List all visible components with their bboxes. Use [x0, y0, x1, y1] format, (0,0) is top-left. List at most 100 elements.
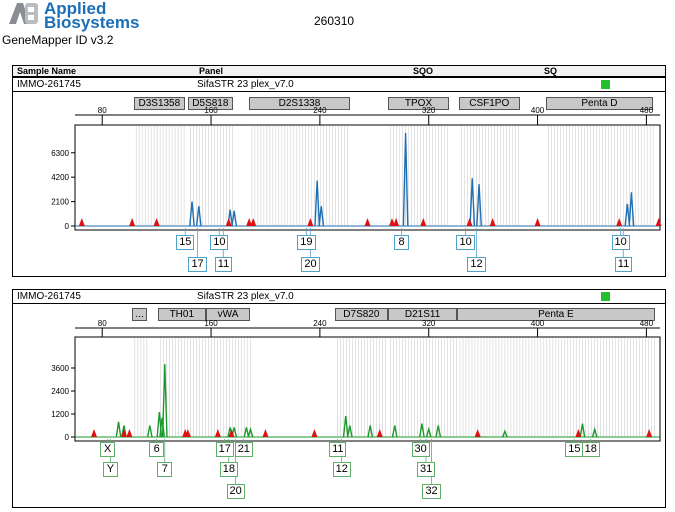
app-title: GeneMapper ID v3.2	[2, 33, 114, 47]
peak	[591, 426, 598, 438]
peak	[195, 206, 202, 227]
marker-triangle	[364, 218, 371, 226]
green-dye-plot: 80 160 240 320 400 480 0 1200 2400 3600	[51, 319, 661, 484]
peak	[342, 415, 349, 438]
y-tick-label: 2400	[51, 387, 69, 396]
electropherogram-panel-green: IMMO-261745 SifaSTR 23 plex_v7.0 ... TH01…	[12, 289, 666, 508]
locus-vwa: vWA	[205, 308, 251, 321]
marker-triangle	[489, 218, 496, 226]
x-tick-label: 400	[531, 106, 545, 115]
allele-label: 12	[332, 462, 351, 477]
peak	[502, 429, 508, 438]
peak	[624, 203, 631, 227]
peak	[161, 364, 168, 438]
peak	[231, 210, 238, 227]
x-tick-label: 160	[204, 319, 218, 328]
marker-triangle	[311, 429, 318, 437]
locus-d3s1358: D3S1358	[133, 97, 186, 110]
marker-triangle	[129, 218, 136, 226]
col-panel: Panel	[199, 66, 224, 76]
locus-csf1po: CSF1PO	[458, 97, 520, 110]
panel-name: SifaSTR 23 plex_v7.0	[197, 291, 294, 302]
y-tick-label: 0	[65, 433, 70, 442]
allele-label: 11	[614, 257, 633, 272]
allele-label: 10	[210, 235, 229, 250]
allele-label: 12	[467, 257, 486, 272]
marker-triangle	[153, 218, 160, 226]
marker-triangle	[126, 429, 133, 437]
run-id: 260310	[314, 14, 355, 28]
peak	[314, 180, 321, 227]
applied-biosystems-logo-icon	[9, 3, 38, 24]
peak	[318, 206, 325, 227]
allele-label: X	[100, 442, 116, 457]
allele-label: 30	[411, 442, 430, 457]
allele-label: Y	[102, 462, 118, 477]
marker-triangle	[120, 429, 127, 437]
allele-label: 31	[417, 462, 436, 477]
allele-label: 8	[394, 235, 409, 250]
marker-triangle	[262, 429, 269, 437]
x-tick-label: 400	[531, 319, 545, 328]
peak	[346, 425, 353, 438]
col-sq: SQ	[544, 66, 558, 76]
locus-more-button[interactable]: ...	[132, 308, 148, 321]
allele-label: 20	[301, 257, 320, 272]
allele-label: 18	[581, 442, 600, 457]
marker-triangle	[420, 218, 427, 226]
electropherogram-panel-blue: IMMO-261745 SifaSTR 23 plex_v7.0 D3S1358…	[12, 77, 666, 277]
marker-triangle	[246, 218, 253, 226]
panel-header: IMMO-261745 SifaSTR 23 plex_v7.0	[13, 78, 665, 92]
allele-label: 19	[297, 235, 316, 250]
marker-triangle	[393, 218, 400, 226]
brand-line-1: Applied	[44, 0, 107, 18]
column-header-bar: Sample Name Panel SQO SQ	[12, 65, 666, 77]
x-tick-label: 240	[313, 106, 327, 115]
blue-dye-plot: 80 160 240 320 400 480 0 2100 4200 6300	[51, 106, 662, 257]
y-tick-label: 0	[65, 222, 70, 231]
x-tick-label: 80	[98, 319, 107, 328]
allele-label: 7	[157, 462, 173, 477]
peak	[469, 178, 476, 227]
marker-triangle	[376, 429, 383, 437]
locus-d7s820: D7S820	[334, 308, 388, 321]
x-tick-label: 240	[313, 319, 327, 328]
allele-label: 21	[234, 442, 253, 457]
marker-triangle	[646, 429, 653, 437]
x-tick-label: 480	[640, 319, 654, 328]
marker-triangle	[225, 218, 232, 226]
sq-status-icon	[601, 80, 610, 89]
panel-header: IMMO-261745 SifaSTR 23 plex_v7.0	[13, 290, 665, 304]
panel-name: SifaSTR 23 plex_v7.0	[197, 79, 294, 90]
x-tick-label: 480	[640, 106, 654, 115]
col-sqo: SQO	[413, 66, 434, 76]
marker-triangle	[466, 218, 473, 226]
peak	[425, 426, 432, 438]
marker-triangle	[575, 429, 582, 437]
marker-triangle	[228, 429, 235, 437]
marker-triangle	[655, 218, 662, 226]
allele-label: 11	[214, 257, 233, 272]
sq-status-icon	[601, 292, 610, 301]
locus-d21s11: D21S11	[387, 308, 458, 321]
sample-name: IMMO-261745	[17, 291, 81, 302]
marker-triangle	[91, 429, 98, 437]
allele-label: 10	[611, 235, 630, 250]
peak	[579, 423, 586, 438]
peak	[391, 425, 398, 438]
peak	[146, 425, 153, 438]
peak	[402, 132, 409, 227]
marker-triangle	[307, 218, 314, 226]
locus-penta-d: Penta D	[545, 97, 654, 110]
marker-triangle	[78, 218, 85, 226]
col-sample-name: Sample Name	[17, 66, 77, 76]
peak	[476, 184, 482, 227]
peak	[243, 427, 250, 438]
allele-label: 20	[226, 484, 245, 499]
allele-label: 11	[329, 442, 347, 457]
peak	[628, 192, 635, 227]
brand-line-2: Biosystems	[44, 13, 140, 32]
x-tick-label: 160	[204, 106, 218, 115]
locus-th01: TH01	[157, 308, 206, 321]
allele-label: 17	[188, 257, 207, 272]
